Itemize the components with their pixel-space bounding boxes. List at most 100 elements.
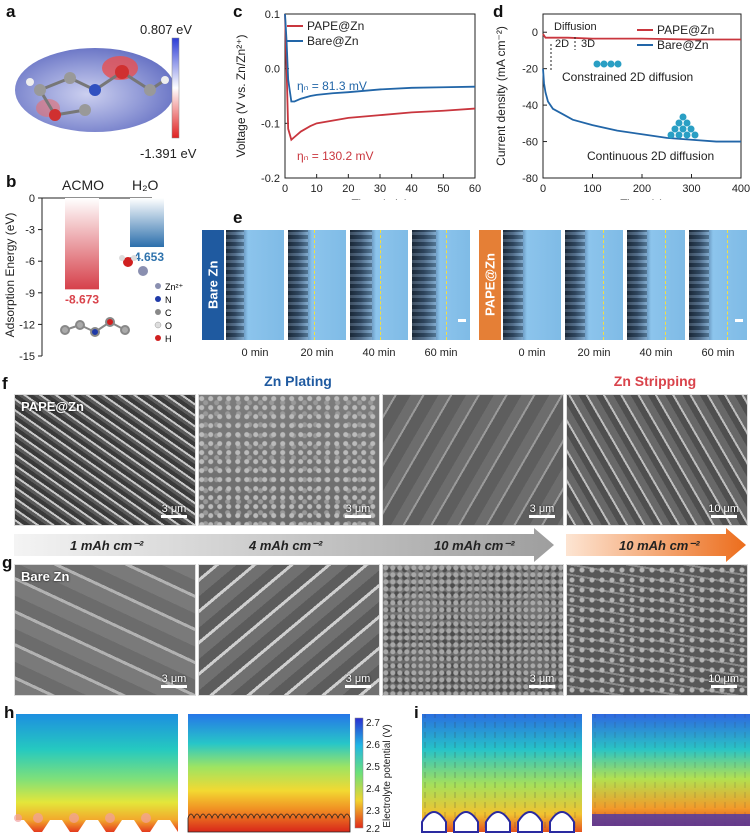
insitu-frame-bare-2 xyxy=(350,230,408,340)
eta-pape-annotation: ηₙ = 130.2 mV xyxy=(297,149,374,163)
cbar-tick-22: 2.2 xyxy=(366,824,380,835)
water-molecule-icon xyxy=(119,255,148,276)
cbar-tick-27: 2.7 xyxy=(366,718,380,729)
c-plot-area: 0 10 20 30 40 50 60 0.1 0.0 -0.1 -0.2 Time (min) Vol… xyxy=(234,9,481,200)
b-bar-0 xyxy=(65,198,99,290)
element-legend: Zn²⁺ N C O H xyxy=(154,282,184,344)
insitu-frame-bare-1 xyxy=(288,230,346,340)
g-row-scalebar-2: 3 μm xyxy=(529,673,555,689)
d-chart-ytick-label: -60 xyxy=(522,137,538,149)
c-chart-xtick-label: 10 xyxy=(311,183,323,195)
legend-h: H xyxy=(165,334,172,344)
c-chart-xtick-label: 30 xyxy=(374,183,386,195)
g-row-scalebar-1: 3 μm xyxy=(345,673,371,689)
d-chart-xlabel: Time (s) xyxy=(620,197,664,200)
insitu-frame-pape-2 xyxy=(627,230,685,340)
g-row-image-0: Bare Zn 3 μm xyxy=(14,564,196,696)
f-row-image-1: 3 μm xyxy=(198,394,380,526)
zn-stripping-title: Zn Stripping xyxy=(613,373,697,389)
insitu-time-bare-0: 0 min xyxy=(241,347,269,359)
g-row-tag: Bare Zn xyxy=(21,569,70,584)
b-ytick-label: 0 xyxy=(29,193,35,205)
continuous-spheres-icon xyxy=(667,113,699,139)
c-chart-xtick-label: 0 xyxy=(282,183,288,195)
capacity-10-stripping: 10 mAh cm⁻² xyxy=(619,538,700,553)
panel-label-d: d xyxy=(493,2,504,21)
insitu-frame-bare-3 xyxy=(412,230,470,340)
c-chart-xtick-label: 60 xyxy=(469,183,481,195)
col-h2o-label: H₂O xyxy=(132,177,159,193)
insitu-time-pape-3: 60 min xyxy=(701,347,735,359)
b-bar-value-0: -8.673 xyxy=(65,292,99,306)
f-row-image-0: PAPE@Zn 3 μm xyxy=(14,394,196,526)
ion-flux-sim xyxy=(421,714,750,833)
panel-label-e: e xyxy=(233,208,243,227)
f-row-scalebar-2: 3 μm xyxy=(529,503,555,519)
d-chart-xtick-label: 100 xyxy=(583,183,601,195)
f-row-image-3: 10 μm xyxy=(566,394,748,526)
d-chart-xtick-label: 200 xyxy=(633,183,651,195)
voltage-time-chart: 0 10 20 30 40 50 60 0.1 0.0 -0.1 -0.2 Time (min) Vol… xyxy=(234,9,481,200)
d-chart-series-1 xyxy=(542,68,741,143)
g-row-scalebar-0: 3 μm xyxy=(161,673,187,689)
acmo-molecule-icon xyxy=(60,317,130,337)
c-chart-xtick-label: 50 xyxy=(437,183,449,195)
current-density-chart: 0 100 200 300 400 0 -20 -40 -60 -80 Time (s) Curren… xyxy=(494,13,750,200)
c-chart-legend-label-1: Bare@Zn xyxy=(307,34,359,48)
panel-label-a: a xyxy=(6,2,16,21)
b-ytick-label: -9 xyxy=(25,288,35,300)
eta-bare-annotation: ηₙ = 81.3 mV xyxy=(297,79,367,93)
insitu-time-pape-2: 40 min xyxy=(639,347,673,359)
c-chart-ytick-label: -0.2 xyxy=(261,173,280,185)
insitu-time-bare-3: 60 min xyxy=(424,347,458,359)
insitu-frame-pape-1 xyxy=(565,230,623,340)
f-row-tag: PAPE@Zn xyxy=(21,399,84,414)
esp-min-label: -1.391 eV xyxy=(140,146,197,161)
c-chart-xtick-label: 40 xyxy=(406,183,418,195)
insitu-time-pape-1: 20 min xyxy=(577,347,611,359)
d-chart-ytick-label: -40 xyxy=(522,100,538,112)
colorbar-label: Electrolyte potential (V) xyxy=(382,724,393,827)
insitu-frame-pape-0 xyxy=(503,230,561,340)
molecule-esp-map: 0.807 eV -1.391 eV xyxy=(15,22,197,161)
panel-label-b: b xyxy=(6,172,17,191)
d-chart-ytick-label: -20 xyxy=(522,64,538,76)
cbar-tick-24: 2.4 xyxy=(366,784,380,795)
d-chart-legend-label-0: PAPE@Zn xyxy=(657,23,714,37)
b-bar-1 xyxy=(130,198,164,248)
cbar-tick-26: 2.6 xyxy=(366,740,380,751)
c-chart-legend-label-0: PAPE@Zn xyxy=(307,19,364,33)
capacity-4: 4 mAh cm⁻² xyxy=(248,538,323,553)
b-bar-value-1: -4.653 xyxy=(130,250,164,264)
c-chart-ytick-label: 0.0 xyxy=(265,64,280,76)
g-row-image-1: 3 μm xyxy=(198,564,380,696)
d-chart-xtick-label: 400 xyxy=(732,183,750,195)
c-chart-ytick-label: -0.1 xyxy=(261,118,280,130)
b-ytick-label: -12 xyxy=(19,319,35,331)
c-chart-ytick-label: 0.1 xyxy=(265,9,280,21)
d-chart-ytick-label: 0 xyxy=(532,27,538,39)
f-row-scalebar-1: 3 μm xyxy=(345,503,371,519)
c-chart-xlabel: Time (min) xyxy=(352,197,409,200)
g-row-image-2: 3 μm xyxy=(382,564,564,696)
diffusion-3d: 3D xyxy=(581,38,595,50)
legend-c: C xyxy=(165,308,172,318)
c-chart-series-1 xyxy=(284,13,476,103)
insitu-frame-bare-0 xyxy=(226,230,284,340)
capacity-1: 1 mAh cm⁻² xyxy=(70,538,144,553)
g-row-scalebar-3: 10 μm xyxy=(708,673,739,689)
col-acmo-label: ACMO xyxy=(62,177,104,193)
insitu-time-bare-2: 40 min xyxy=(362,347,396,359)
d-plot-area: 0 100 200 300 400 0 -20 -40 -60 -80 Time (s) Curren… xyxy=(494,13,750,200)
continuous-diffusion-label: Continuous 2D diffusion xyxy=(587,149,714,163)
legend-n: N xyxy=(165,295,172,305)
b-ylabel: Adsorption Energy (eV) xyxy=(3,213,17,338)
d-chart-ylabel: Current density (mA cm⁻²) xyxy=(494,26,508,166)
panel-label-i: i xyxy=(414,703,419,722)
insitu-time-pape-0: 0 min xyxy=(518,347,546,359)
capacity-arrow: 1 mAh cm⁻² 4 mAh cm⁻² 10 mAh cm⁻² 10 mAh… xyxy=(14,528,746,562)
d-chart-legend-label-1: Bare@Zn xyxy=(657,38,709,52)
f-row-scalebar-3: 10 μm xyxy=(708,503,739,519)
c-chart-series-0 xyxy=(284,13,476,142)
panel-label-h: h xyxy=(4,703,15,722)
